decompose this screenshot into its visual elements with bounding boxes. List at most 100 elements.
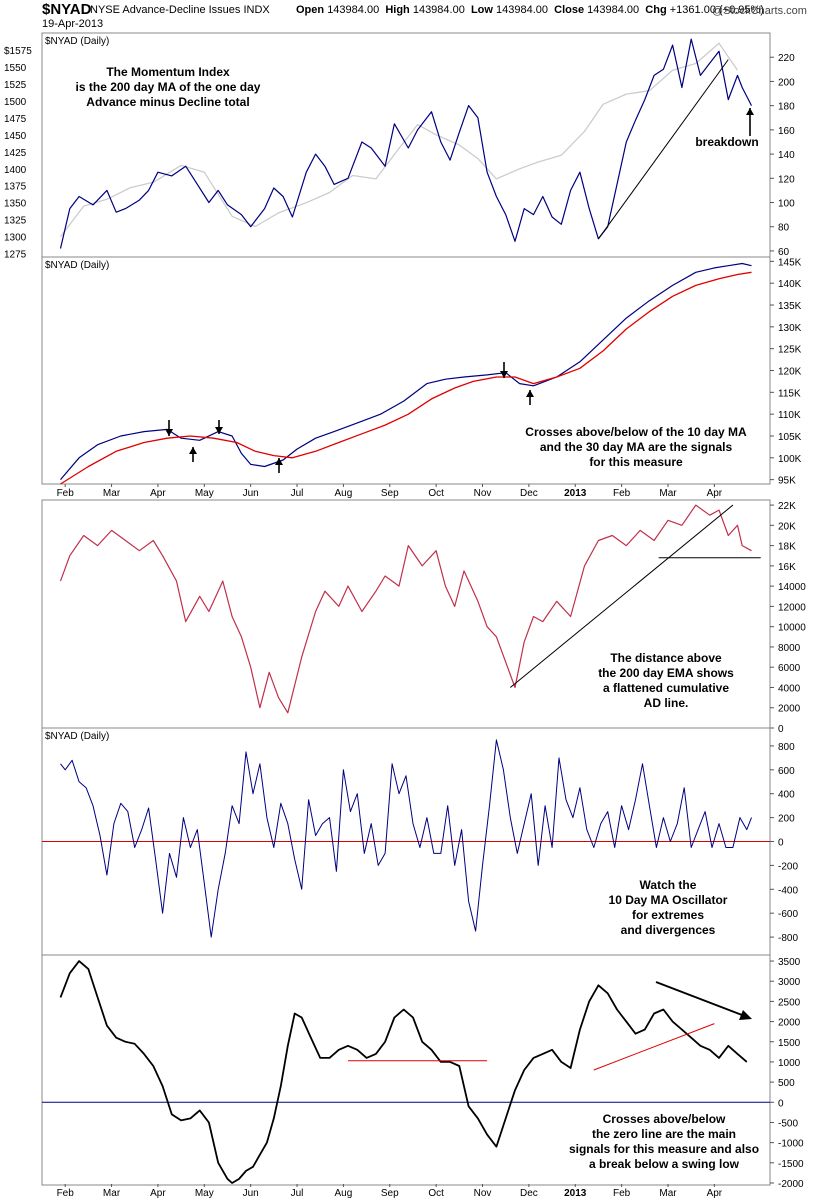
p4-series-0-line	[60, 739, 752, 938]
p2-arrow-dec-head	[526, 390, 534, 397]
p1-left-tick-label: 1375	[4, 182, 27, 193]
p1-left-tick-label: 1525	[4, 80, 27, 91]
p1-left-tick-label: 1425	[4, 148, 27, 159]
p3-right-tick-label: 6000	[778, 663, 801, 674]
p1-left-tick-label: 1400	[4, 165, 27, 176]
p5-frame	[41, 954, 771, 1186]
chart-date: 19-Apr-2013	[42, 18, 104, 30]
p2-panel-title: $NYAD (Daily)	[45, 260, 109, 271]
p1-right-tick-label: 60	[778, 247, 790, 258]
p3-series-0-line	[59, 504, 752, 714]
p1-breakdown-arrow-head	[746, 108, 754, 115]
p2-right-tick-label: 130K	[778, 323, 802, 334]
p2-month-label: Apr	[150, 488, 166, 499]
p5-month-label: Jul	[291, 1188, 304, 1199]
p3-right-tick-label: 14000	[778, 582, 806, 593]
open-value: 143984.00	[327, 4, 380, 16]
p2-right-tick-label: 110K	[778, 410, 801, 421]
close-label: Close	[554, 4, 585, 16]
p5-right-tick-label: 1500	[778, 1038, 801, 1049]
p4-annotation: for extremes	[632, 908, 704, 922]
p5-right-tick-label: -1000	[778, 1139, 804, 1150]
p2-right-tick-label: 125K	[778, 345, 802, 356]
p2-right-tick-label: 115K	[778, 388, 801, 399]
p1-left-tick-label: 1450	[4, 131, 27, 142]
p1-left-tick-label: 1275	[4, 250, 27, 261]
p2-month-label: Feb	[57, 488, 75, 499]
open-label: Open	[296, 4, 325, 16]
p1-right-tick-label: 100	[778, 199, 795, 210]
p5-right-tick-label: 2500	[778, 997, 801, 1008]
p3-annotation: the 200 day EMA shows	[598, 666, 734, 680]
p2-right-tick-label: 140K	[778, 279, 802, 290]
p3-right-tick-label: 22K	[778, 501, 796, 512]
p3-right-tick-label: 18K	[778, 542, 796, 553]
p4-right-tick-label: -800	[778, 933, 798, 944]
p5-month-label: Sep	[381, 1188, 399, 1199]
p2-right-tick-label: 120K	[778, 367, 802, 378]
p5-annotation: the zero line are the main	[592, 1127, 736, 1141]
p2-month-label: Jul	[291, 488, 304, 499]
p5-series-0-line	[59, 960, 748, 1184]
p2-arrow-apr-head	[165, 429, 173, 436]
p3-right-tick-label: 12000	[778, 602, 806, 613]
p5-annotation: signals for this measure and also	[569, 1142, 759, 1156]
p2-arrow-nov-head	[500, 371, 508, 378]
p4-right-tick-label: 400	[778, 790, 795, 801]
p4-right-tick-label: -200	[778, 861, 798, 872]
p1-right-tick-label: 180	[778, 102, 795, 113]
p3-right-tick-label: 4000	[778, 683, 801, 694]
p3-annotation: The distance above	[610, 651, 722, 665]
ohlc-readout: Open 143984.00 High 143984.00 Low 143984…	[296, 4, 764, 16]
p2-right-tick-label: 135K	[778, 301, 802, 312]
p2-month-label: Oct	[428, 488, 444, 499]
p3-right-tick-label: 8000	[778, 643, 801, 654]
p4-annotation: Watch the	[640, 878, 697, 892]
p2-annotation: Crosses above/below of the 10 day MA	[525, 425, 747, 439]
p5-right-tick-label: 1000	[778, 1058, 801, 1069]
p2-annotation: for this measure	[589, 455, 683, 469]
change-label: Chg	[645, 4, 667, 16]
p1-series-1-line	[59, 38, 753, 249]
p5-annotation: Crosses above/below	[603, 1112, 726, 1126]
p5-month-label: Feb	[57, 1188, 75, 1199]
p5-right-tick-label: -2000	[778, 1179, 804, 1190]
p2-month-label: Apr	[707, 488, 723, 499]
p5-month-label: Apr	[150, 1188, 166, 1199]
high-value: 143984.00	[412, 4, 465, 16]
p4-right-tick-label: 0	[778, 838, 784, 849]
stockcharts-brand: @StockCharts.com	[712, 5, 807, 17]
p5-right-tick-label: 0	[778, 1098, 784, 1109]
symbol-description: NYSE Advance-Decline Issues INDX	[90, 4, 270, 16]
p1-left-tick-label: 1550	[4, 63, 27, 74]
p1-left-tick-label: 1350	[4, 199, 27, 210]
p1-left-tick-label: 1300	[4, 233, 27, 244]
p2-arrow-apr2-head	[189, 447, 197, 454]
close-value: 143984.00	[587, 4, 640, 16]
p2-right-tick-label: 95K	[778, 476, 796, 487]
p2-month-label: Dec	[520, 488, 538, 499]
p1-breakdown-label: breakdown	[695, 135, 758, 149]
p3-annotation: AD line.	[644, 696, 689, 710]
p2-month-label: Sep	[381, 488, 399, 499]
p2-month-label: Nov	[474, 488, 492, 499]
p2-right-tick-label: 100K	[778, 454, 802, 465]
p2-series-1-line	[60, 271, 752, 485]
p5-right-tick-label: -1500	[778, 1159, 804, 1170]
p1-right-tick-label: 140	[778, 150, 795, 161]
p3-right-tick-label: 0	[778, 724, 784, 735]
p2-month-label: Jun	[243, 488, 259, 499]
p3-right-tick-label: 20K	[778, 521, 796, 532]
p1-left-tick-label: $1575	[4, 46, 32, 57]
p4-right-tick-label: -400	[778, 885, 798, 896]
p5-right-tick-label: 2000	[778, 1018, 801, 1029]
p1-annotation: The Momentum Index	[106, 65, 230, 79]
p5-rising-line	[593, 1023, 715, 1071]
p5-month-label: Jun	[243, 1188, 259, 1199]
high-label: High	[385, 4, 410, 16]
p1-annotation: Advance minus Decline total	[86, 95, 249, 109]
low-value: 143984.00	[496, 4, 549, 16]
p5-month-label: Mar	[103, 1188, 121, 1199]
p2-month-label: 2013	[564, 488, 587, 499]
